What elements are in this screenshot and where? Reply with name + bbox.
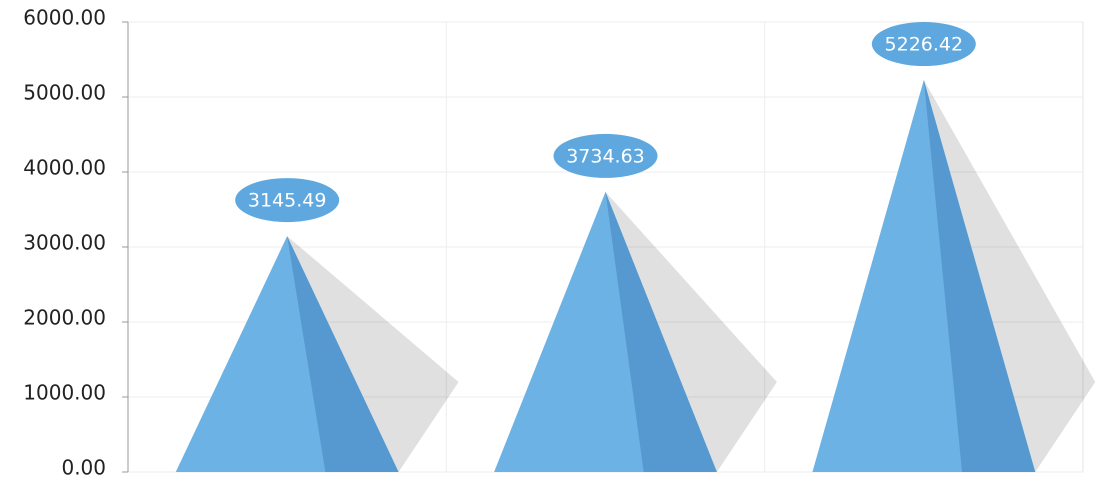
pyramid-shadow: [287, 236, 459, 472]
pyramid-face: [605, 191, 717, 472]
value-label: 3734.63: [566, 145, 645, 167]
pyramid-shadow: [923, 80, 1096, 473]
pyramid-face: [287, 236, 399, 472]
y-tick-label: 1000.00: [23, 381, 106, 405]
value-label: 5226.42: [885, 34, 964, 56]
y-tick-label: 2000.00: [23, 306, 106, 330]
value-label: 3145.49: [248, 190, 327, 212]
pyramid-face: [923, 80, 1036, 473]
value-label-bg: [871, 22, 976, 67]
y-tick-label: 0.00: [61, 456, 106, 480]
pyramid-shadow: [605, 191, 777, 472]
y-tick-label: 6000.00: [23, 6, 106, 30]
value-label-bg: [553, 133, 658, 178]
value-label-bg: [235, 178, 340, 223]
y-tick-label: 5000.00: [23, 81, 106, 105]
y-tick-label: 4000.00: [23, 156, 106, 180]
y-tick-label: 3000.00: [23, 231, 106, 255]
